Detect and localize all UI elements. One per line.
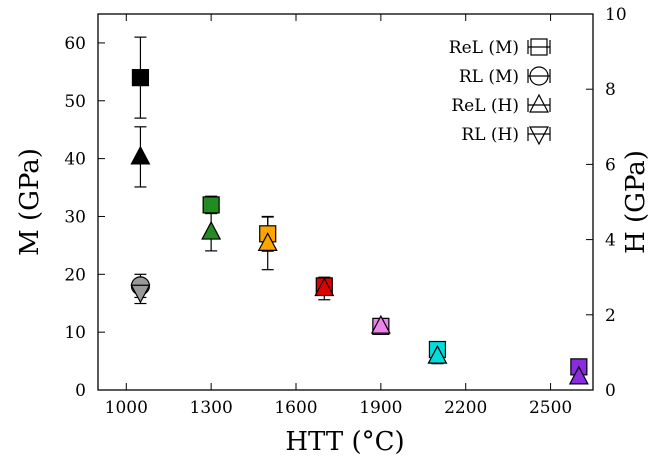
- y-right-tick-label: 0: [605, 381, 616, 401]
- legend-label: RL (H): [461, 125, 519, 145]
- data-point: [314, 277, 335, 297]
- y-left-tick-label: 20: [64, 265, 86, 285]
- x-tick-label: 1900: [359, 398, 402, 418]
- x-tick-label: 1600: [274, 398, 317, 418]
- data-point: [427, 344, 448, 364]
- x-tick-label: 1300: [190, 398, 233, 418]
- data-point: [568, 365, 589, 385]
- y-left-tick-label: 60: [64, 34, 86, 54]
- y-left-tick-label: 0: [75, 381, 86, 401]
- data-markers: [130, 69, 589, 385]
- data-point: [201, 220, 222, 240]
- data-point: [370, 314, 391, 334]
- legend-label: RL (M): [459, 67, 519, 87]
- x-tick-label: 1000: [105, 398, 148, 418]
- y-left-tick-label: 10: [64, 323, 86, 343]
- data-point: [131, 69, 150, 87]
- x-tick-label: 2200: [444, 398, 487, 418]
- y-right-tick-label: 10: [605, 5, 627, 25]
- y-right-tick-label: 2: [605, 306, 616, 326]
- legend-label: ReL (H): [451, 96, 519, 116]
- x-tick-label: 2500: [529, 398, 572, 418]
- y-left-tick-label: 30: [64, 207, 86, 227]
- y-right-tick-label: 4: [605, 231, 616, 251]
- legend-marker: [529, 66, 549, 86]
- legend-marker: [529, 93, 549, 113]
- data-point: [130, 284, 151, 304]
- legend-marker: [530, 38, 548, 56]
- legend-marker: [529, 126, 549, 146]
- legend-label: ReL (M): [449, 38, 519, 58]
- error-bars: [134, 36, 585, 382]
- data-point: [257, 232, 278, 251]
- y-left-tick-label: 50: [64, 92, 86, 112]
- y-right-tick-label: 8: [605, 80, 616, 100]
- data-point: [202, 196, 220, 214]
- y-right-axis-title: H (GPa): [621, 150, 651, 254]
- plot-frame: [97, 13, 594, 391]
- y-left-tick-label: 40: [64, 150, 86, 170]
- y-left-axis-title: M (GPa): [15, 148, 45, 256]
- x-axis-title: HTT (°C): [285, 427, 404, 457]
- legend: ReL (M) RL (M) ReL (H) RL (H): [449, 38, 551, 146]
- axis-ticks: 1000 1300 1600 1900 2200 2500 0 10 20 30 40 50 60 0 2 4…: [64, 5, 626, 418]
- y-right-tick-label: 6: [605, 155, 616, 175]
- data-point: [130, 145, 151, 165]
